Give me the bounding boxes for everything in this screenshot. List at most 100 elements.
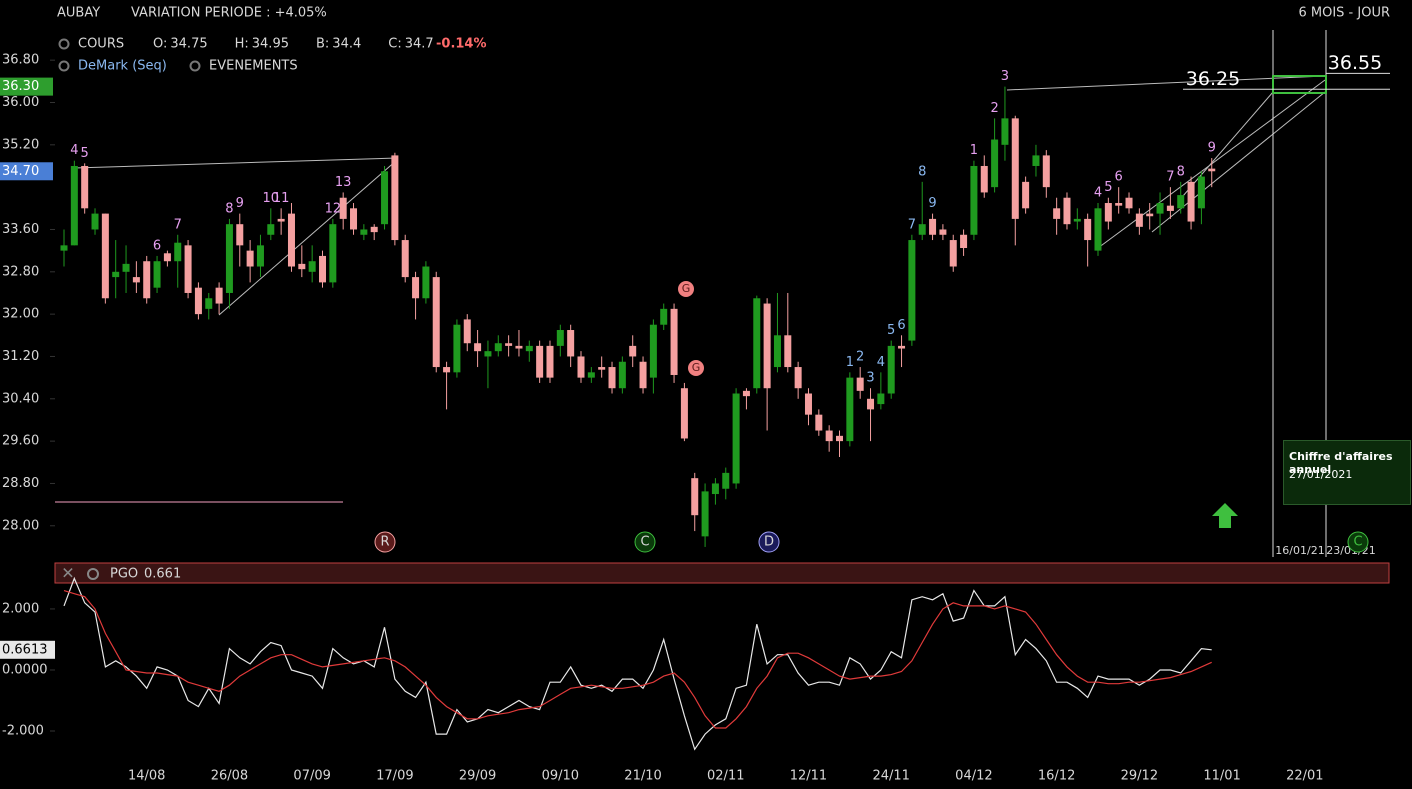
value-marker-label: 0.6613 [2, 642, 48, 657]
candle-body [1042, 155, 1050, 188]
candle-body [1187, 181, 1195, 222]
candle-body [1001, 118, 1009, 145]
gear-icon[interactable] [58, 38, 70, 50]
candle-body [1166, 205, 1174, 211]
event[interactable]: D [758, 531, 780, 553]
trendline [1182, 91, 1274, 197]
level-label: 36.55 [1328, 52, 1382, 74]
trendline [1006, 75, 1326, 91]
candle-body [339, 197, 347, 219]
event[interactable]: C [1347, 531, 1369, 553]
y-tick-label: 0.0000 [2, 662, 48, 677]
legend-value: 34.7 [405, 37, 434, 52]
toolbar-item[interactable]: DeMark (Seq) [78, 59, 167, 74]
candle-body [898, 345, 906, 349]
gear-icon[interactable] [189, 60, 201, 72]
chart-subtitle: VARIATION PERIODE : +4.05% [131, 6, 327, 21]
legend-key: H: [235, 37, 249, 52]
gear-icon[interactable] [87, 568, 99, 580]
candle-body [1084, 218, 1092, 241]
demark-label: 4 [1094, 186, 1102, 201]
candle-body [246, 250, 254, 267]
demark-label: 7 [174, 217, 182, 232]
x-tick-label: 29/12 [1121, 769, 1158, 784]
demark-label: 12 [325, 201, 342, 216]
candle-body [1197, 176, 1205, 209]
demark-label: 8 [1177, 164, 1185, 179]
y-tick-label: -2.000 [2, 724, 44, 739]
y-tick-label: 33.60 [2, 222, 39, 237]
level-label: 36.25 [1186, 68, 1240, 90]
indicator-line [63, 576, 1212, 751]
x-tick-label: 16/12 [1038, 769, 1075, 784]
candle-body [360, 229, 368, 235]
trendline [218, 159, 398, 316]
event-label: G [682, 282, 691, 295]
candle-body [505, 343, 513, 346]
tooltip-date: 27/01/2021 [1289, 468, 1353, 481]
candle-body [722, 472, 730, 489]
candle-body [598, 367, 606, 370]
candle-body [742, 390, 750, 397]
candle-body [308, 261, 316, 272]
period[interactable]: 6 MOIS - JOUR [1298, 6, 1390, 21]
close-icon[interactable]: ✕ [61, 564, 74, 583]
gear-icon[interactable] [58, 60, 70, 72]
candle-body [81, 165, 89, 209]
y-tick-label: 28.80 [2, 476, 39, 491]
demark-label: 6 [153, 238, 161, 253]
demark-label: 11 [273, 191, 290, 206]
candle-body [474, 343, 482, 352]
price-marker [0, 77, 53, 96]
candle-body [256, 245, 264, 267]
candle-body [939, 229, 947, 235]
legend-value: 34.75 [170, 37, 207, 52]
candle-body [515, 345, 523, 349]
x-tick-label: 11/01 [1203, 769, 1240, 784]
candle-body [980, 165, 988, 193]
candle-body [949, 240, 957, 267]
event[interactable]: G [678, 281, 694, 297]
demark-label: 5 [887, 323, 895, 338]
event[interactable]: G [688, 360, 704, 376]
value-marker [0, 640, 55, 659]
candle-body [804, 393, 812, 415]
candle-body [970, 165, 978, 235]
legend-value: 34.4 [332, 37, 361, 52]
candle-body [319, 255, 326, 283]
y-tick-label: 29.60 [2, 434, 39, 449]
candle-body [856, 377, 864, 391]
demark-label: 1 [970, 143, 978, 158]
y-tick-label: 35.20 [2, 137, 39, 152]
candle-body [701, 491, 709, 537]
price-marker [0, 162, 53, 181]
candle-body [277, 218, 285, 222]
toolbar-item[interactable]: EVENEMENTS [209, 59, 298, 74]
demark-label: 4 [70, 143, 78, 158]
demark-label: 5 [81, 146, 89, 161]
up-arrow[interactable] [1212, 503, 1238, 528]
x-tick-label: 26/08 [211, 769, 248, 784]
event[interactable]: R [374, 531, 396, 553]
y-tick-label: 31.20 [2, 349, 39, 364]
candle-body [381, 171, 389, 225]
indicator-line [63, 590, 1212, 729]
event-label: C [640, 535, 649, 550]
candle-body [763, 303, 771, 389]
candle-body [929, 218, 937, 235]
x-tick-label: 21/10 [624, 769, 661, 784]
candle-body [991, 139, 999, 188]
candle-body [1073, 218, 1081, 222]
candle-body [629, 345, 637, 357]
toolbar-item[interactable]: COURS [78, 37, 124, 52]
candle-body [1063, 197, 1071, 225]
event-label: D [764, 535, 774, 550]
x-tick-label: 12/11 [790, 769, 827, 784]
candle-body [877, 393, 885, 405]
candle-body [422, 266, 430, 299]
event[interactable]: C [634, 531, 656, 553]
demark-label: 3 [866, 371, 874, 386]
x-tick-label: 04/12 [955, 769, 992, 784]
y-tick-label: 30.40 [2, 391, 39, 406]
